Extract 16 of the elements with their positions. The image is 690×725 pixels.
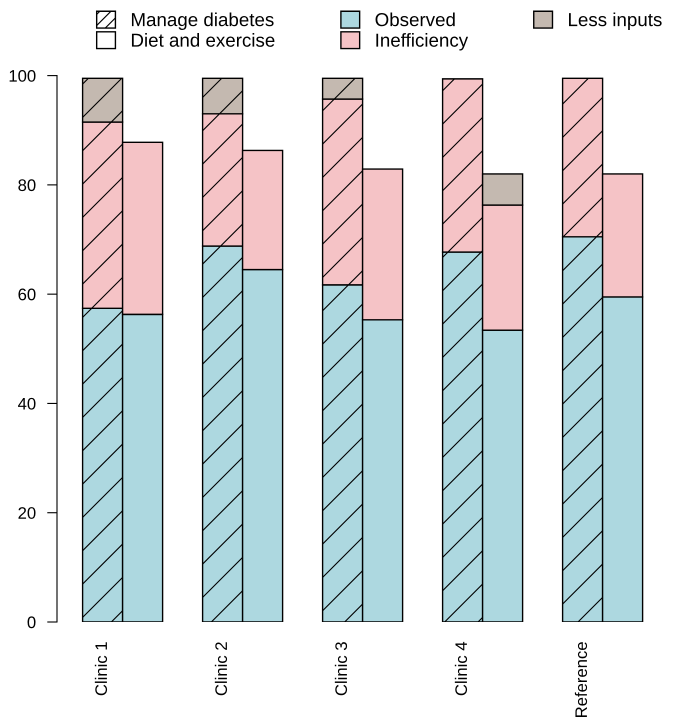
x-tick-label: Clinic 3 — [334, 642, 348, 696]
y-tick-label: 20 — [18, 507, 36, 519]
x-tick-label: Reference — [574, 642, 588, 717]
text: Manage diabetes — [132, 12, 274, 30]
y-tick-label: 0 — [28, 616, 36, 628]
y-tick-label: 100 — [10, 70, 36, 82]
y-tick-label: 40 — [18, 398, 36, 410]
y-tick-label: 60 — [18, 288, 36, 300]
y-tick-label: 80 — [18, 179, 36, 192]
x-tick-label: Clinic 1 — [94, 642, 108, 696]
x-tick-label: Clinic 4 — [454, 642, 468, 696]
text: Diet and exercise — [132, 33, 274, 47]
x-tick-label: Clinic 2 — [214, 642, 228, 696]
legend-label: Inefficiency — [376, 33, 468, 51]
legend-label: Observed — [376, 12, 455, 26]
legend-label: Less inputs — [569, 12, 662, 30]
